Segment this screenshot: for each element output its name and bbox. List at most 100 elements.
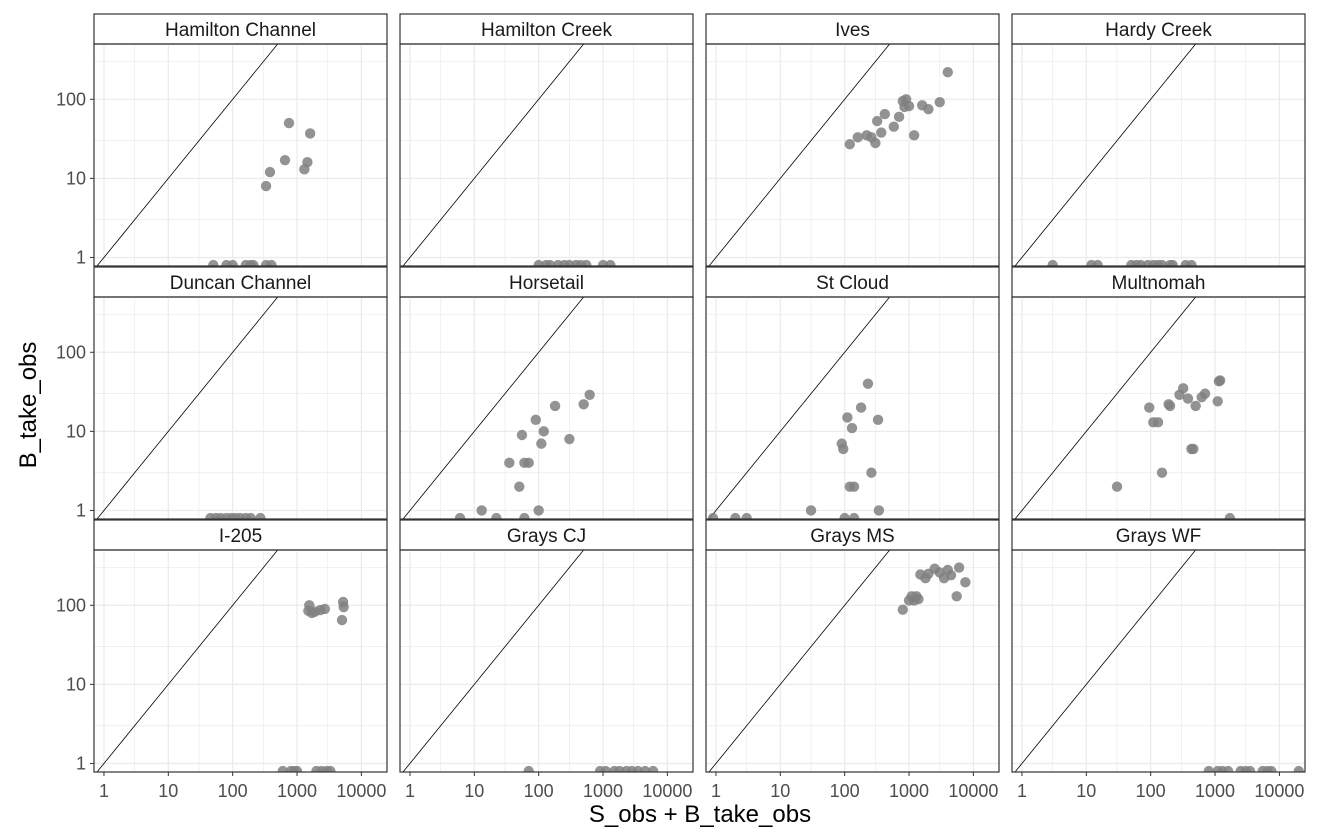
y-tick-label: 100 [56,595,86,615]
panel-border [93,549,388,773]
facet-strip [1011,13,1306,45]
data-point [951,591,962,602]
data-point [538,426,549,437]
x-tick-label: 100 [830,781,860,801]
facet-panel: St Cloud [705,266,1000,520]
data-point [942,66,953,78]
x-tick-label: 1 [1017,781,1027,801]
x-tick-label: 10 [1076,781,1096,801]
y-tick-label: 10 [66,168,86,188]
facet-panel: Horsetail [399,266,694,520]
facet-strip-label: Duncan Channel [170,273,312,294]
data-point [1186,259,1197,266]
facet-panel: Ives [705,13,1000,267]
data-point [838,443,849,455]
facet-panel: Duncan Channel 1 10 100 [56,266,388,520]
x-tick-label: 1000 [889,781,929,801]
identity-reference-line [402,297,584,519]
data-point [504,457,515,469]
data-point [279,154,291,166]
facet-panel: I-205 1 10 100 1 10 100 1000 10000 [56,519,388,801]
data-points [523,765,659,772]
facet-strip [1011,519,1306,551]
data-point [707,512,719,519]
facet-strip-label: I-205 [219,526,262,547]
data-point [325,765,336,772]
data-point [516,429,528,441]
facet-strip-label: Grays CJ [507,526,586,547]
data-point [302,157,313,168]
data-point [945,570,957,581]
data-point [872,414,884,426]
facet-panel: Grays MS 1 10 100 1000 10000 [705,519,1000,801]
data-point [741,512,752,519]
data-point [866,467,877,478]
y-tick-label: 10 [66,674,86,694]
panel-border [399,296,694,520]
data-points [1203,765,1304,772]
panel-border [93,296,388,520]
x-tick-label: 100 [1136,781,1166,801]
identity-reference-line [1014,297,1196,519]
data-point [476,505,487,516]
data-point [839,512,850,519]
facet-strip [1011,266,1306,298]
data-point [1156,259,1168,266]
data-point [934,96,945,108]
data-point [578,399,589,410]
data-point [873,505,885,516]
data-point [549,400,561,412]
data-point [953,562,965,573]
x-tick-label: 1 [99,781,109,801]
facet-strip-label: Grays WF [1116,526,1202,547]
panel-border [1011,549,1306,773]
facet-strip [705,13,1000,45]
data-points [454,389,595,519]
y-tick-label: 1 [76,247,86,267]
data-point [848,481,860,492]
facet-panel: Grays WF 1 10 100 1000 10000 [1011,519,1306,801]
data-point [1266,765,1277,772]
identity-reference-line [1014,550,1196,772]
data-point [336,614,348,626]
x-tick-label: 1 [405,781,415,801]
facet-panel: Grays CJ 1 10 100 1000 10000 [399,519,694,801]
data-points [1047,259,1197,266]
data-point [338,601,349,613]
data-point [260,180,272,192]
panel-border [93,43,388,267]
facet-strip [399,266,694,298]
facet-strip [705,519,1000,551]
data-point [870,137,881,149]
facet-strip [93,13,388,45]
gridlines [1012,550,1305,772]
data-point [523,765,534,772]
data-points [208,117,316,266]
data-point [1164,400,1176,412]
x-axis-title: S_obs + B_take_obs [589,801,811,828]
gridlines [1012,44,1305,266]
data-point [1156,467,1168,478]
gridlines [94,550,387,772]
data-point [862,378,874,389]
data-point [871,115,883,127]
data-point [1203,765,1214,772]
panel-border [1011,43,1306,267]
x-tick-label: 10000 [948,781,998,801]
y-tick-label: 1 [76,753,86,773]
panel-border [399,549,694,773]
identity-reference-line [96,297,278,519]
data-point [319,603,330,615]
data-point [852,132,864,143]
y-axis-title: B_take_obs [15,342,42,469]
data-point [1190,400,1201,412]
data-points [277,596,349,772]
facet-strip-label: Multnomah [1112,273,1206,294]
data-point [536,438,547,449]
gridlines [706,44,999,266]
identity-reference-line [1014,44,1196,266]
x-tick-label: 10000 [336,781,386,801]
data-point [227,259,238,266]
gridlines [94,297,387,519]
data-points [897,562,971,615]
